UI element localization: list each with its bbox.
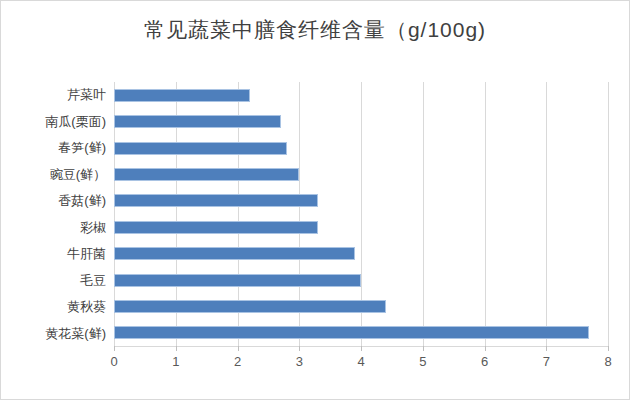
bar-香菇(鲜) <box>114 194 318 207</box>
bar-黄花菜(鲜) <box>114 326 589 339</box>
bar-黄秋葵 <box>114 300 386 313</box>
category-label: 豌豆(鲜） <box>1 162 110 189</box>
category-label: 香菇(鲜) <box>1 188 110 215</box>
x-tick-label: 2 <box>234 354 241 369</box>
axis-tick <box>423 346 424 351</box>
category-label: 毛豆 <box>1 268 110 295</box>
bar-series <box>114 82 608 346</box>
x-tick-label: 0 <box>110 354 117 369</box>
axis-tick <box>485 346 486 351</box>
bar-row <box>114 161 608 187</box>
x-tick-label: 5 <box>419 354 426 369</box>
bar-彩椒 <box>114 221 318 234</box>
bar-毛豆 <box>114 274 361 287</box>
category-label: 春笋(鲜) <box>1 135 110 162</box>
axis-tick <box>238 346 239 351</box>
bar-春笋(鲜) <box>114 142 287 155</box>
plot-area <box>114 82 608 347</box>
axis-tick <box>608 346 609 351</box>
category-label: 黄秋葵 <box>1 294 110 321</box>
bar-南瓜(栗面) <box>114 115 281 128</box>
axis-tick <box>546 346 547 351</box>
axis-tick <box>114 346 115 351</box>
bar-芹菜叶 <box>114 89 250 102</box>
chart-area: 常见蔬菜中膳食纤维含量（g/100g) 芹菜叶南瓜(栗面)春笋(鲜)豌豆(鲜）香… <box>0 0 630 400</box>
gridline <box>608 82 609 346</box>
category-label: 牛肝菌 <box>1 241 110 268</box>
bar-row <box>114 188 608 214</box>
bar-row <box>114 82 608 108</box>
bar-row <box>114 240 608 266</box>
x-tick-label: 8 <box>604 354 611 369</box>
bar-row <box>114 108 608 134</box>
category-label: 黄花菜(鲜) <box>1 321 110 348</box>
x-tick-label: 6 <box>481 354 488 369</box>
category-label: 彩椒 <box>1 215 110 242</box>
axis-tick <box>361 346 362 351</box>
category-label: 芹菜叶 <box>1 82 110 109</box>
axis-tick <box>176 346 177 351</box>
x-tick-label: 1 <box>172 354 179 369</box>
chart-title: 常见蔬菜中膳食纤维含量（g/100g) <box>1 17 629 43</box>
bar-row <box>114 267 608 293</box>
bar-row <box>114 135 608 161</box>
x-tick-label: 3 <box>296 354 303 369</box>
category-axis: 芹菜叶南瓜(栗面)春笋(鲜)豌豆(鲜）香菇(鲜)彩椒牛肝菌毛豆黄秋葵黄花菜(鲜) <box>1 82 110 347</box>
bar-row <box>114 293 608 319</box>
bar-豌豆(鲜） <box>114 168 299 181</box>
bar-row <box>114 320 608 346</box>
x-tick-label: 4 <box>357 354 364 369</box>
value-axis: 012345678 <box>114 354 608 372</box>
category-label: 南瓜(栗面) <box>1 109 110 136</box>
x-tick-label: 7 <box>543 354 550 369</box>
axis-tick <box>299 346 300 351</box>
bar-row <box>114 214 608 240</box>
bar-牛肝菌 <box>114 247 355 260</box>
